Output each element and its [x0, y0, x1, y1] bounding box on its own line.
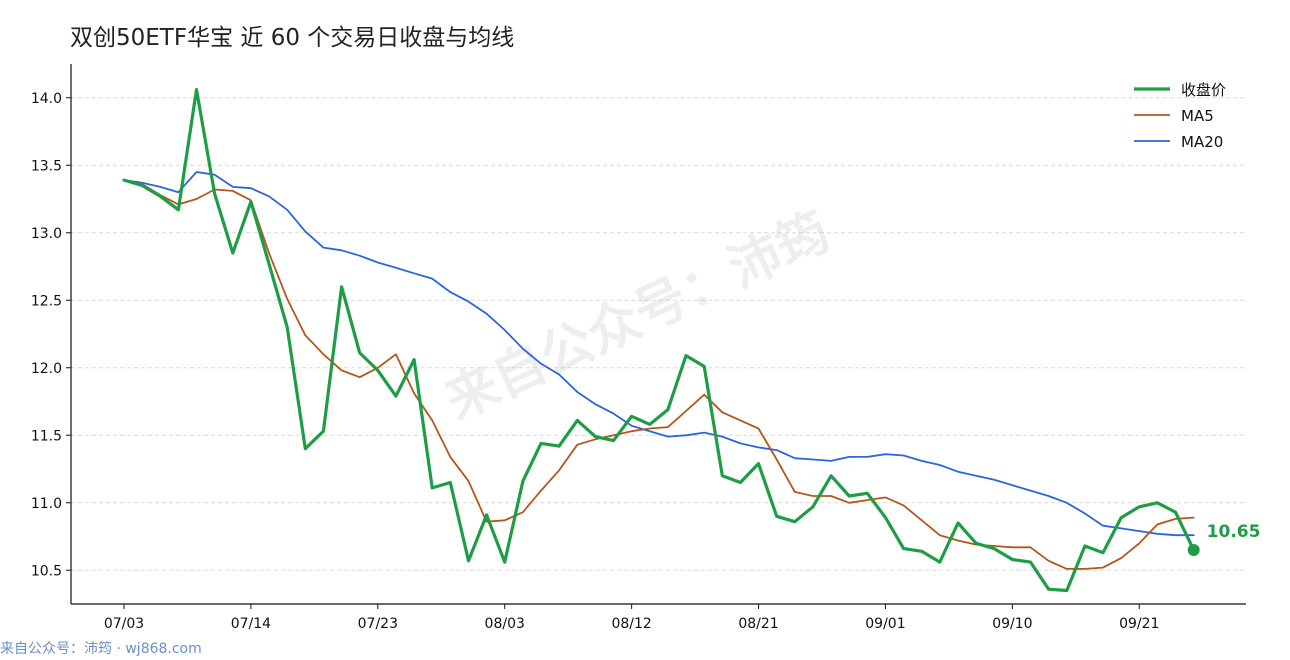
y-tick-label: 11.5 — [31, 428, 62, 444]
x-tick-label: 07/03 — [104, 616, 144, 632]
series-group — [122, 87, 1196, 593]
y-tick-label: 12.0 — [31, 361, 62, 377]
end-marker-group: 10.65 — [1187, 522, 1261, 556]
y-tick-label: 11.0 — [31, 496, 62, 512]
legend: 收盘价 MA5 MA20 — [1134, 81, 1226, 151]
series-line-ma20 — [123, 171, 1195, 537]
series-line-ma5 — [123, 179, 1195, 570]
legend-label: 收盘价 — [1181, 81, 1226, 99]
x-tick-label: 09/01 — [865, 616, 905, 632]
x-tick-label: 08/12 — [611, 616, 651, 632]
x-tick-label: 09/21 — [1119, 616, 1159, 632]
axes: 10.5 11.0 11.5 12.0 12.5 13.0 13.5 14.0 07/03 07/… — [31, 64, 1246, 632]
chart-title: 双创50ETF华宝 近 60 个交易日收盘与均线 — [70, 25, 514, 51]
y-tick-label: 13.5 — [31, 158, 62, 174]
watermark: 来自公众号：沛筠 — [437, 201, 839, 431]
legend-label: MA5 — [1181, 107, 1214, 125]
x-tick-label: 09/10 — [992, 616, 1032, 632]
last-close-label: 10.65 — [1207, 522, 1261, 542]
series-line-close — [122, 87, 1196, 593]
footer-attribution: 来自公众号：沛筠 · wj868.com — [0, 641, 202, 657]
y-tick-label: 14.0 — [31, 91, 62, 107]
x-tick-label: 07/23 — [358, 616, 398, 632]
y-tick-label: 13.0 — [31, 226, 62, 242]
y-tick-label: 12.5 — [31, 293, 62, 309]
x-tick-label: 07/14 — [231, 616, 271, 632]
x-tick-label: 08/21 — [738, 616, 778, 632]
x-tick-label: 08/03 — [485, 616, 525, 632]
legend-label: MA20 — [1181, 133, 1223, 151]
last-close-marker — [1187, 544, 1200, 556]
y-tick-label: 10.5 — [31, 563, 62, 579]
